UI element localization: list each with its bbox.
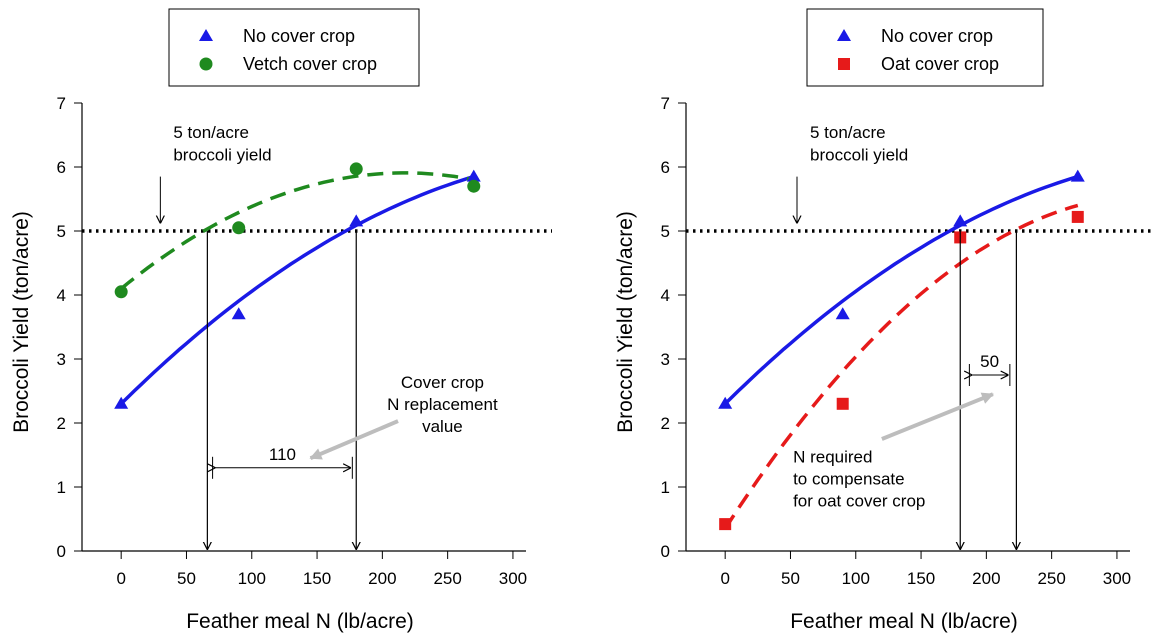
y-tick-label: 4 xyxy=(661,286,670,305)
legend-marker-triangle xyxy=(199,29,213,41)
data-point-circle xyxy=(232,221,246,235)
legend-marker-circle xyxy=(199,57,213,71)
x-tick-label: 0 xyxy=(720,569,729,588)
note-line-1: Cover crop xyxy=(401,373,484,392)
x-tick-label: 100 xyxy=(842,569,870,588)
data-point-triangle xyxy=(718,396,733,409)
y-tick-label: 1 xyxy=(57,478,66,497)
yield-label-line2: broccoli yield xyxy=(810,146,908,165)
data-point-circle xyxy=(114,285,128,299)
y-tick-label: 2 xyxy=(57,414,66,433)
y-tick-label: 0 xyxy=(661,542,670,561)
legend-label: No cover crop xyxy=(243,26,355,46)
fit-curve-circle xyxy=(120,171,475,290)
note-line-3: value xyxy=(422,417,463,436)
data-point-triangle xyxy=(1070,169,1085,182)
y-tick-label: 5 xyxy=(57,222,66,241)
data-point-triangle xyxy=(231,307,246,320)
span-label: 50 xyxy=(980,352,999,371)
note-line-2: to compensate xyxy=(793,470,905,489)
legend-label: Oat cover crop xyxy=(881,54,999,74)
legend-box xyxy=(168,8,420,87)
data-point-circle xyxy=(349,162,363,176)
legend-marker-triangle xyxy=(837,29,851,41)
y-tick-label: 4 xyxy=(57,286,66,305)
note-arrow xyxy=(309,419,399,461)
x-tick-label: 50 xyxy=(781,569,800,588)
data-point-square xyxy=(719,518,732,531)
y-tick-label: 3 xyxy=(57,350,66,369)
data-point-triangle xyxy=(114,396,129,409)
data-point-triangle xyxy=(349,214,364,227)
legend-label: Vetch cover crop xyxy=(243,54,377,74)
x-tick-label: 150 xyxy=(303,569,331,588)
note-line-2: N replacement xyxy=(387,395,498,414)
data-point-square xyxy=(836,397,849,410)
legend: No cover crop Oat cover crop xyxy=(806,8,1044,87)
fit-curve-square xyxy=(723,203,1079,530)
yield-label-line2: broccoli yield xyxy=(173,146,271,165)
yield-label-line1: 5 ton/acre xyxy=(810,123,886,142)
y-tick-label: 7 xyxy=(661,94,670,113)
legend-marker-square xyxy=(838,58,850,70)
x-tick-label: 50 xyxy=(177,569,196,588)
y-tick-label: 5 xyxy=(661,222,670,241)
data-point-triangle xyxy=(953,214,968,227)
legend-label: No cover crop xyxy=(881,26,993,46)
data-point-square xyxy=(1071,210,1084,223)
y-tick-label: 0 xyxy=(57,542,66,561)
fit-curve-triangle xyxy=(723,174,1079,406)
x-axis-title: Feather meal N (lb/acre) xyxy=(790,610,1018,633)
x-tick-label: 200 xyxy=(368,569,396,588)
chart-panel-1: 0 1 2 3 4 5 6 7 0 50 100 150 200 250 300 Feather meal N… xyxy=(10,8,552,633)
x-tick-label: 250 xyxy=(433,569,461,588)
note-line-3: for oat cover crop xyxy=(793,492,925,511)
yield-label-line1: 5 ton/acre xyxy=(173,123,249,142)
x-tick-label: 300 xyxy=(499,569,527,588)
note-line-1: N required xyxy=(793,448,872,467)
note-arrow xyxy=(881,392,994,441)
x-axis-title: Feather meal N (lb/acre) xyxy=(186,610,414,633)
x-tick-label: 0 xyxy=(116,569,125,588)
y-tick-label: 6 xyxy=(57,158,66,177)
y-tick-label: 6 xyxy=(661,158,670,177)
x-tick-label: 300 xyxy=(1103,569,1131,588)
span-label: 110 xyxy=(269,445,296,464)
x-tick-label: 100 xyxy=(238,569,266,588)
legend-box xyxy=(806,8,1044,87)
x-tick-label: 250 xyxy=(1037,569,1065,588)
data-point-triangle xyxy=(835,307,850,320)
y-tick-label: 1 xyxy=(661,478,670,497)
y-tick-label: 3 xyxy=(661,350,670,369)
chart-panel-2: 0 1 2 3 4 5 6 7 0 50 100 150 200 250 300 Feather meal N… xyxy=(614,8,1154,633)
x-tick-label: 150 xyxy=(907,569,935,588)
y-tick-label: 7 xyxy=(57,94,66,113)
y-axis-title: Broccoli Yield (ton/acre) xyxy=(614,211,637,433)
y-axis-title: Broccoli Yield (ton/acre) xyxy=(10,211,33,433)
fit-curve-triangle xyxy=(119,174,475,406)
x-tick-label: 200 xyxy=(972,569,1000,588)
data-point-triangle xyxy=(466,169,481,182)
data-point-circle xyxy=(467,179,481,193)
legend: No cover crop Vetch cover crop xyxy=(168,8,420,87)
y-tick-label: 2 xyxy=(661,414,670,433)
